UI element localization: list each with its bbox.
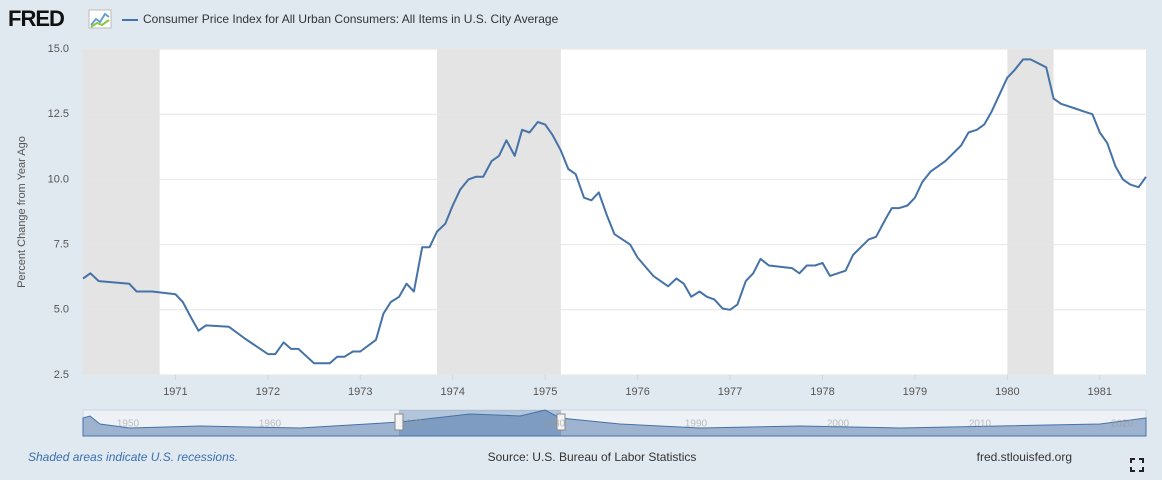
x-tick-label: 1974 [440,386,464,398]
recession-band [1007,49,1054,375]
fullscreen-button[interactable] [1130,458,1144,472]
recession-note: Shaded areas indicate U.S. recessions. [28,450,238,464]
series-line [82,58,1147,365]
x-tick-label: 1973 [348,386,372,398]
navigator-label: 2020 [1111,419,1134,430]
legend-label: Consumer Price Index for All Urban Consu… [143,12,559,26]
x-tick-label: 1972 [256,386,280,398]
x-tick-label: 1977 [718,386,742,398]
plot-layer [82,48,1147,376]
x-tick-label: 1981 [1088,386,1112,398]
x-tick-label: 1978 [810,386,834,398]
source: Source: U.S. Bureau of Labor Statistics [488,450,697,464]
navigator-label: 1960 [259,419,282,430]
navigator-label: 1980 [543,419,566,430]
x-tick-label: 1979 [903,386,927,398]
site: fred.stlouisfed.org [977,450,1072,464]
navigator-label: 2010 [969,419,992,430]
navigator: 1950 1960 1970 1980 1990 2000 2010 2020 [82,409,1147,437]
x-tick-label: 1971 [163,386,187,398]
navigator-label: 2000 [827,419,850,430]
y-axis-label: Percent Change from Year Ago [16,136,28,288]
y-tick-label: 2.5 [54,369,69,381]
y-tick-label: 12.5 [48,108,69,120]
x-tick-label: 1980 [995,386,1019,398]
recession-band [83,49,160,375]
y-tick-label: 5.0 [54,304,69,316]
navigator-label: 1990 [685,419,708,430]
recession-band [437,49,561,375]
navigator-label: 1970 [401,419,424,430]
x-tick-label: 1976 [625,386,649,398]
y-tick-label: 7.5 [54,239,69,251]
x-tick-label: 1975 [533,386,557,398]
logo: FRED [8,6,64,31]
logo-icon [88,9,112,29]
navigator-label: 1950 [117,419,140,430]
y-tick-label: 10.0 [48,173,69,185]
y-tick-label: 15.0 [48,43,69,55]
plot-area [83,49,1146,375]
